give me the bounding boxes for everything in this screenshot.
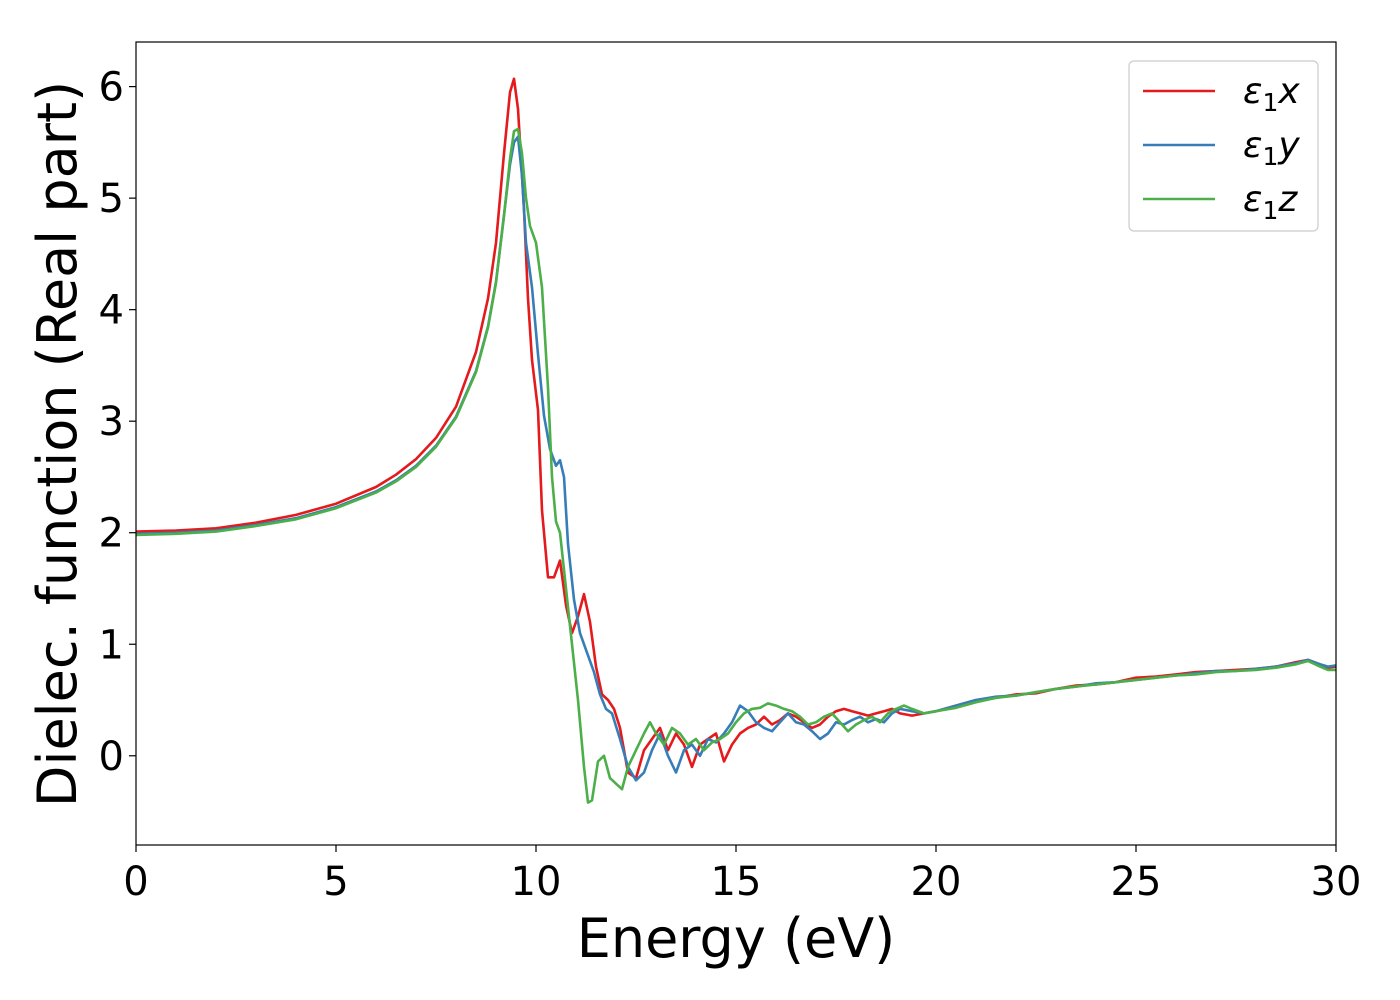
legend-entry-y: ε1y	[1143, 125, 1300, 171]
x-tick-label: 0	[123, 859, 148, 905]
legend-label: ε1x	[1243, 71, 1300, 117]
y-tick-label: 3	[99, 399, 124, 445]
x-tick-label: 15	[711, 859, 762, 905]
x-tick-label: 20	[911, 859, 962, 905]
legend-entry-x: ε1x	[1143, 71, 1300, 117]
y-tick-label: 2	[99, 511, 124, 557]
x-tick-label: 25	[1111, 859, 1162, 905]
x-axis-label: Energy (eV)	[577, 907, 896, 970]
y-axis-label: Dielec. function (Real part)	[26, 81, 89, 807]
x-axis-ticks: 0 5 10 15 20 25 30	[123, 845, 1361, 905]
series-lines	[136, 77, 1336, 804]
y-tick-label: 0	[99, 734, 124, 780]
y-tick-label: 5	[99, 176, 124, 222]
legend-box	[1128, 60, 1319, 232]
y-axis-ticks: 0 1 2 3 4 5 6	[99, 65, 136, 780]
legend-label: ε1z	[1243, 179, 1298, 225]
series-line-z	[136, 127, 1336, 804]
legend: ε1x ε1y ε1z	[1128, 60, 1319, 232]
x-tick-label: 10	[511, 859, 562, 905]
y-tick-label: 6	[99, 65, 124, 111]
x-tick-label: 5	[323, 859, 348, 905]
legend-entry-z: ε1z	[1143, 179, 1298, 225]
legend-label: ε1y	[1243, 125, 1300, 171]
y-tick-label: 1	[99, 622, 124, 668]
y-tick-label: 4	[99, 288, 124, 334]
plot-area	[135, 41, 1337, 846]
x-tick-label: 30	[1311, 859, 1362, 905]
